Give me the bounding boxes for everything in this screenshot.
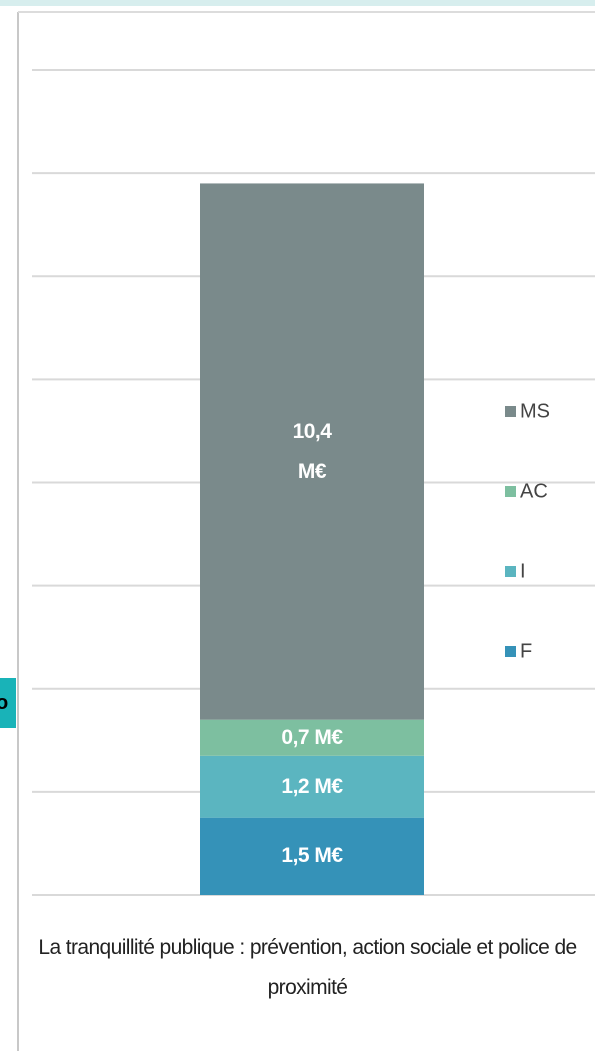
legend-swatch xyxy=(505,486,516,497)
legend-swatch xyxy=(505,566,516,577)
category-label: La tranquillité publique : prévention, a… xyxy=(38,936,577,999)
side-tab: o xyxy=(0,678,16,728)
legend-label: I xyxy=(520,560,526,582)
bar-segment xyxy=(200,755,424,818)
legend-swatch xyxy=(505,406,516,417)
data-label: 10,4 M€ xyxy=(292,419,332,483)
data-label: 1,5 M€ xyxy=(281,844,343,868)
legend-swatch xyxy=(505,646,516,657)
bar-segment xyxy=(200,817,424,895)
legend-label: F xyxy=(520,640,532,662)
data-label: 1,2 M€ xyxy=(281,774,343,798)
bar-segment xyxy=(200,183,424,720)
top-frame xyxy=(0,0,595,6)
bar-segment xyxy=(200,719,424,756)
data-label: 0,7 M€ xyxy=(281,725,343,749)
legend-label: AC xyxy=(520,480,548,502)
legend-label: MS xyxy=(520,400,550,422)
